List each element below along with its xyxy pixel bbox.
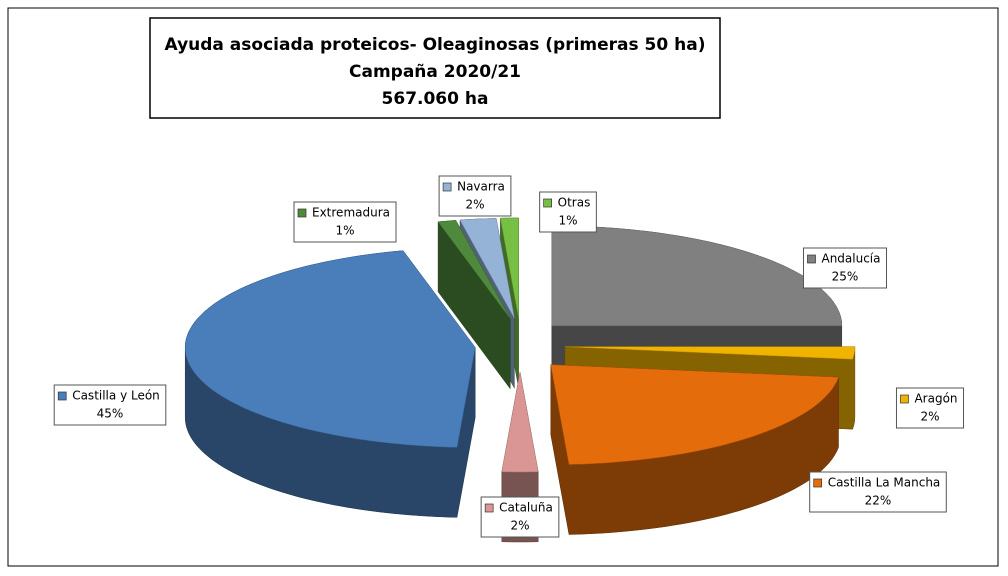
slice [501, 371, 539, 473]
label-value: 1% [558, 214, 577, 228]
slice [184, 250, 476, 448]
chart-total: 567.060 ha [382, 89, 489, 109]
label-name: Extremadura [312, 206, 390, 220]
data-label: Navarra 2% [438, 175, 512, 217]
label-key [442, 182, 452, 192]
label-box [53, 384, 167, 426]
label-name: Aragón [914, 392, 957, 406]
label-value: 45% [97, 407, 124, 421]
chart-subtitle: Campaña 2020/21 [349, 62, 521, 82]
label-key [807, 254, 816, 264]
label-value: 2% [465, 198, 484, 212]
slice [437, 220, 511, 319]
data-label: Aragón 2% [895, 387, 965, 429]
label-name: Castilla La Mancha [828, 476, 941, 490]
label-key [813, 478, 823, 488]
data-label: Extremadura 1% [293, 201, 397, 243]
label-name: Cataluña [499, 501, 553, 515]
label-key [297, 208, 307, 218]
label-box [480, 496, 560, 538]
label-box [809, 471, 947, 513]
label-key [484, 503, 494, 513]
data-label: Castilla y León 45% [53, 384, 167, 426]
label-value: 22% [865, 494, 892, 508]
label-name: Otras [558, 196, 591, 210]
data-label: Cataluña 2% [480, 496, 560, 538]
label-name: Castilla y León [72, 389, 160, 403]
slice [551, 225, 843, 327]
label-key [57, 391, 67, 401]
data-label: Otras 1% [539, 191, 597, 233]
slice [564, 346, 856, 360]
data-label: Andalucía 25% [802, 247, 888, 289]
label-key [543, 198, 552, 208]
slice [500, 217, 519, 319]
title-box [149, 17, 721, 119]
slice [550, 364, 839, 465]
label-value: 25% [832, 270, 859, 284]
label-name: Andalucía [821, 252, 880, 266]
slice [459, 218, 515, 319]
label-box [293, 201, 397, 243]
label-value: 1% [335, 224, 354, 238]
label-value: 2% [920, 410, 939, 424]
label-box [802, 247, 888, 289]
chart-title: Ayuda asociada proteicos- Oleaginosas (p… [165, 35, 706, 55]
data-label: Castilla La Mancha 22% [809, 471, 947, 513]
label-name: Navarra [457, 180, 505, 194]
label-value: 2% [510, 519, 529, 533]
label-key [900, 394, 909, 404]
